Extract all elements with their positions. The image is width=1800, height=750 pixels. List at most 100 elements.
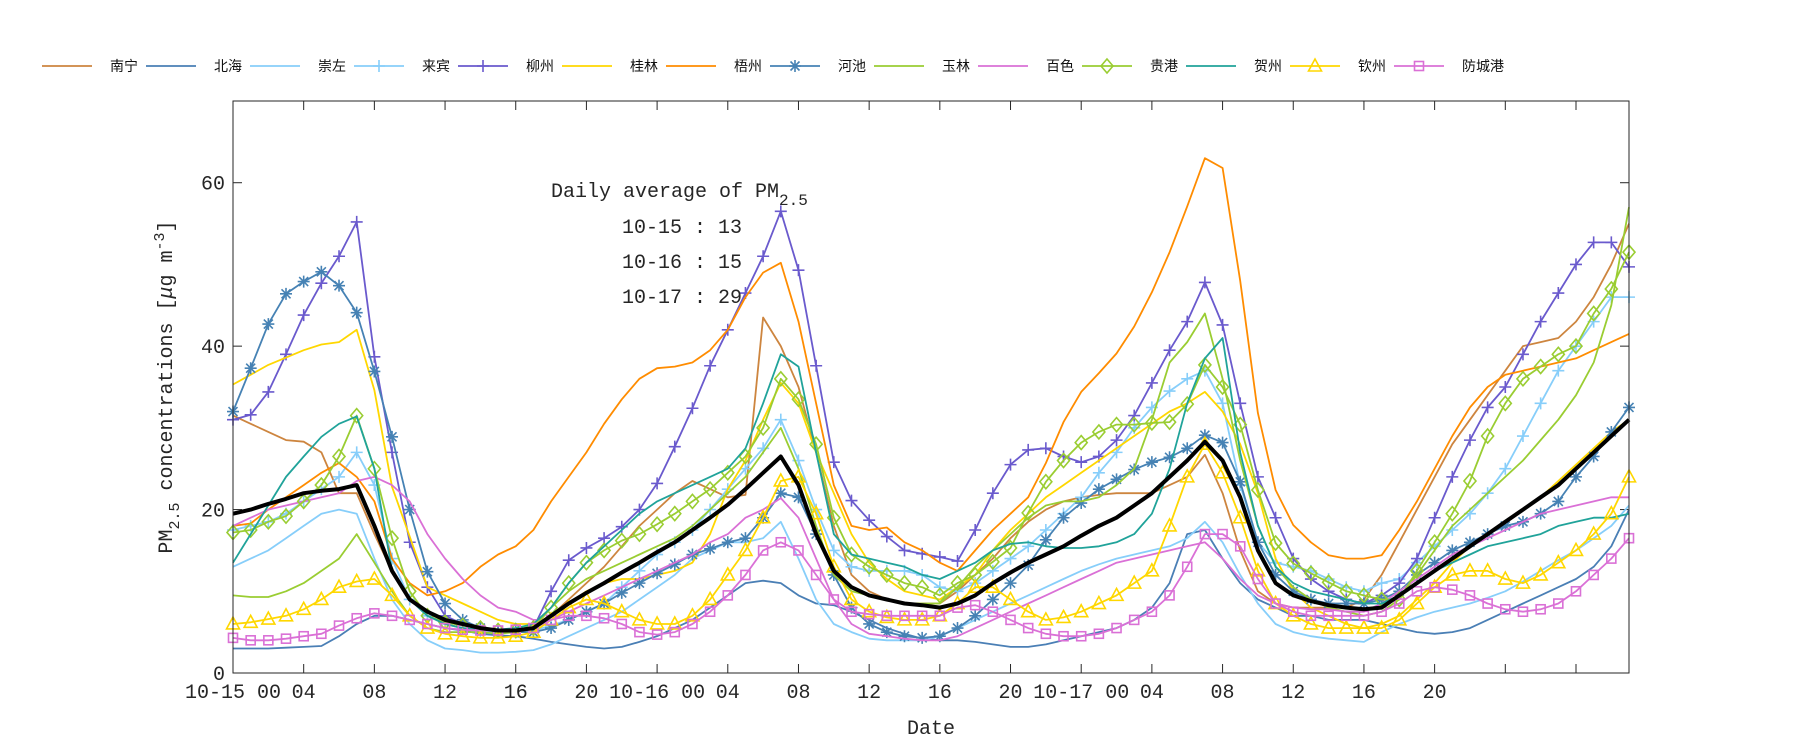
data-point-marker (1022, 622, 1034, 634)
data-point-marker (333, 250, 346, 263)
data-point-marker (880, 530, 893, 543)
data-point-marker (1161, 517, 1178, 532)
legend-label: 南宁 (110, 58, 138, 75)
data-point-marker (1604, 280, 1619, 298)
data-point-marker (1321, 574, 1336, 591)
data-point-marker (968, 566, 983, 584)
legend-item: 防城港 (1394, 59, 1504, 75)
data-point-marker (985, 553, 1000, 571)
data-point-marker (298, 630, 309, 642)
annotation-title: Daily average of PM2.5 (551, 181, 808, 210)
y-label-end: ] (156, 220, 179, 232)
data-point-marker (1285, 607, 1302, 622)
x-tick-label: 08 (1211, 682, 1235, 705)
data-point-marker (1499, 462, 1512, 475)
data-point-marker (774, 205, 787, 218)
legend-marker-icon (477, 60, 489, 72)
data-point-marker (403, 503, 416, 516)
data-point-marker (563, 610, 575, 622)
data-point-marker (845, 494, 858, 507)
data-point-marker (419, 619, 436, 634)
x-tick-label: 20 (999, 682, 1023, 705)
series-line (232, 475, 1629, 642)
data-point-marker (615, 586, 628, 599)
data-point-marker (1163, 344, 1176, 357)
y-axis-label: PM2.5 concentrations [μg m-3] (152, 220, 184, 553)
data-point-marker (1038, 473, 1053, 491)
data-point-marker (969, 609, 982, 622)
legend-item: 柳州 (458, 58, 554, 75)
legend-label: 柳州 (526, 58, 554, 75)
data-point-marker (315, 265, 328, 278)
data-point-marker (1111, 622, 1122, 634)
legend-label: 河池 (838, 59, 866, 75)
data-point-marker (331, 448, 347, 465)
data-point-marker (1252, 573, 1264, 585)
data-point-marker (333, 470, 346, 483)
data-point-marker (1303, 565, 1318, 582)
data-point-marker (1093, 628, 1105, 640)
data-point-marker (668, 440, 681, 453)
data-point-marker (916, 610, 928, 622)
series-防城港 (227, 528, 1635, 646)
data-point-marker (1004, 458, 1017, 471)
data-point-marker (1603, 504, 1620, 520)
y-label-unit: g m (156, 250, 179, 286)
data-point-marker (596, 594, 612, 610)
data-point-marker (1181, 561, 1193, 573)
data-point-marker (1073, 603, 1090, 618)
y-label-mu: μ (156, 286, 179, 299)
data-point-marker (597, 542, 612, 559)
data-point-marker (633, 564, 646, 577)
legend-marker-icon (1307, 57, 1323, 72)
legend-label: 来宾 (422, 59, 450, 75)
plot-frame (232, 100, 1630, 674)
data-point-marker (1358, 610, 1370, 622)
data-point-marker (722, 590, 734, 601)
data-point-marker (1181, 372, 1194, 385)
legend-item: 百色 (978, 58, 1074, 75)
data-point-marker (740, 569, 751, 581)
y-tick-label: 60 (201, 174, 225, 197)
data-point-marker (1127, 416, 1142, 433)
data-point-marker (684, 607, 701, 622)
data-point-marker (986, 564, 999, 577)
data-point-marker (1409, 594, 1425, 610)
data-point-marker (934, 610, 946, 622)
data-point-marker (1303, 615, 1319, 630)
data-point-marker (986, 593, 999, 606)
data-point-marker (1550, 554, 1567, 569)
data-point-marker (827, 544, 840, 557)
data-point-marker (1144, 414, 1159, 432)
data-point-marker (1568, 337, 1584, 355)
data-point-marker (1180, 395, 1195, 413)
data-point-marker (1234, 397, 1247, 410)
data-point-marker (1428, 511, 1441, 524)
data-point-marker (1356, 587, 1371, 604)
x-tick-label: 16 (504, 682, 528, 705)
data-point-marker (1250, 562, 1266, 577)
data-point-marker (580, 541, 593, 554)
data-point-marker (772, 472, 789, 487)
legend-item: 梧州 (666, 59, 762, 75)
data-point-marker (1232, 509, 1249, 524)
legend-item: 玉林 (874, 59, 970, 75)
data-point-marker (737, 541, 754, 557)
data-point-marker (1500, 603, 1511, 615)
data-point-marker (1198, 276, 1211, 289)
legend-marker-icon (789, 60, 801, 72)
data-point-marker (1463, 536, 1476, 549)
x-tick-label: 12 (1281, 682, 1305, 705)
y-tick-label: 0 (213, 664, 225, 687)
data-point-marker (1552, 287, 1565, 300)
data-point-marker (384, 586, 400, 602)
data-point-marker (1109, 416, 1124, 433)
data-point-marker (262, 385, 275, 398)
data-point-marker (933, 630, 946, 643)
annotation-title-sub: 2.5 (779, 192, 808, 210)
series-梧州 (232, 157, 1630, 597)
data-point-marker (1305, 610, 1317, 622)
data-point-marker (1569, 470, 1582, 483)
data-point-marker (1091, 423, 1106, 441)
x-tick-label: 20 (1423, 682, 1447, 705)
